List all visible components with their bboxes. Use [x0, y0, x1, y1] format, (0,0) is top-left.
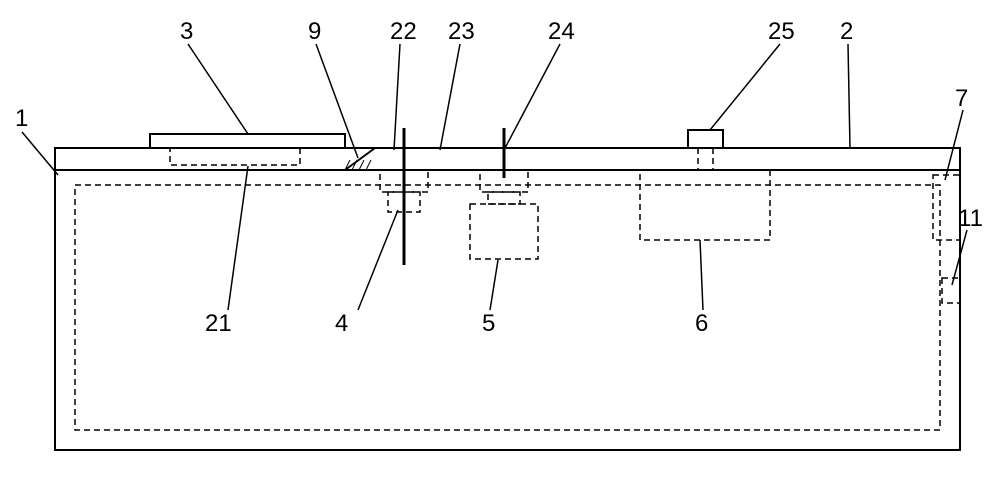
callout-label-11: 11 [958, 205, 983, 233]
callout-label-1: 1 [15, 105, 28, 133]
callout-label-7: 7 [955, 85, 968, 113]
callout-label-6: 6 [695, 310, 708, 338]
callout-label-25: 25 [768, 18, 795, 46]
callout-label-24: 24 [548, 18, 575, 46]
callout-label-4: 4 [335, 310, 348, 338]
callout-label-2: 2 [840, 18, 853, 46]
callout-label-23: 23 [448, 18, 475, 46]
callout-label-21: 21 [205, 310, 232, 338]
callout-label-3: 3 [180, 18, 193, 46]
callout-label-9: 9 [308, 18, 321, 46]
technical-diagram [0, 0, 1000, 501]
callout-label-5: 5 [482, 310, 495, 338]
callout-label-22: 22 [390, 18, 417, 46]
